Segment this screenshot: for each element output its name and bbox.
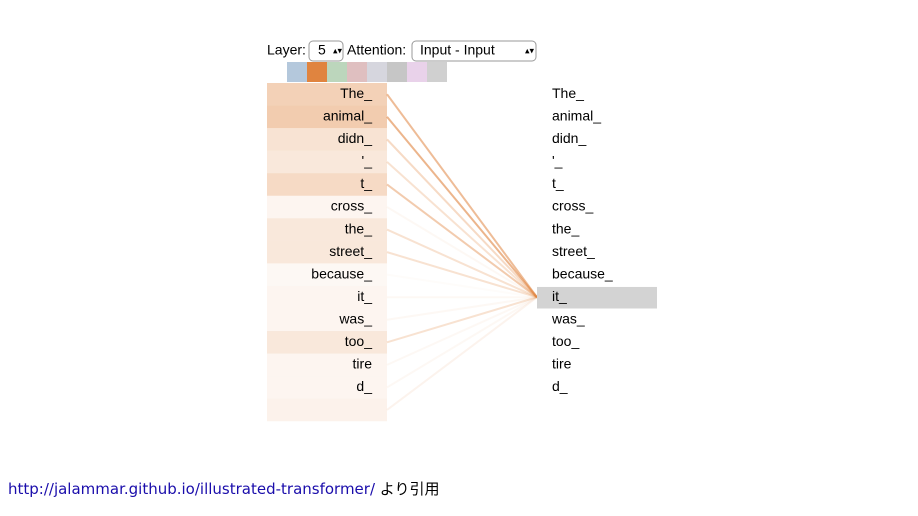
attention-line <box>386 251 538 299</box>
attention-cell <box>267 83 387 106</box>
select-arrow: ▴▾ <box>525 45 535 55</box>
left-token: too_ <box>345 333 372 349</box>
layer-value: 5 <box>318 42 326 58</box>
attention-cell <box>267 353 387 377</box>
attention-line <box>386 138 538 298</box>
head-swatch[interactable] <box>427 62 447 82</box>
attention-cell <box>267 308 387 332</box>
attention-cell <box>267 331 387 354</box>
left-token: it_ <box>357 288 372 304</box>
left-token: the_ <box>345 220 372 236</box>
attention-view: Layer: 5 ▴▾ Attention: Input - Input ▴▾ … <box>267 40 657 422</box>
attention-value: Input - Input <box>420 42 495 58</box>
attention-line <box>386 161 538 298</box>
attention-cell <box>267 376 387 399</box>
right-token[interactable]: the_ <box>552 220 579 236</box>
left-token: was_ <box>338 310 372 326</box>
head-swatch[interactable] <box>407 62 427 82</box>
left-token: animal_ <box>323 108 372 124</box>
attention-line <box>386 183 538 299</box>
right-token[interactable]: was_ <box>551 310 585 326</box>
footer: http://jalammar.github.io/illustrated-tr… <box>8 478 440 499</box>
head-swatch[interactable] <box>367 62 387 82</box>
left-token: t_ <box>360 175 372 191</box>
right-token[interactable]: it_ <box>552 288 567 304</box>
right-token[interactable]: '_ <box>552 153 563 169</box>
left-token: '_ <box>362 153 373 169</box>
right-token[interactable]: The_ <box>552 85 584 101</box>
attention-cell <box>267 195 387 219</box>
layer-label: Layer: <box>267 42 306 58</box>
left-token: street_ <box>329 243 372 259</box>
select-arrow: ▴▾ <box>333 45 343 55</box>
selected-token-bg <box>537 286 657 309</box>
right-token[interactable]: too_ <box>552 333 579 349</box>
right-token[interactable]: tire <box>552 356 572 372</box>
left-token: cross_ <box>331 198 372 214</box>
attention-cell <box>267 240 387 264</box>
head-swatch[interactable] <box>287 62 307 82</box>
attention-cell <box>267 150 387 174</box>
left-token: didn_ <box>338 130 372 146</box>
attention-line <box>386 116 538 298</box>
right-token[interactable]: street_ <box>552 243 595 259</box>
attention-cell <box>267 263 387 286</box>
attention-line <box>386 296 538 389</box>
right-token[interactable]: didn_ <box>552 130 586 146</box>
attention-line <box>386 93 538 298</box>
attention-line <box>386 296 538 321</box>
head-swatch[interactable] <box>387 62 407 82</box>
attention-line <box>386 296 538 366</box>
left-token: because_ <box>311 265 372 281</box>
right-token[interactable]: animal_ <box>552 108 601 124</box>
attention-line <box>386 296 538 344</box>
source-note: より引用 <box>379 480 440 498</box>
attention-cell <box>267 105 387 129</box>
attention-cell <box>267 173 387 196</box>
attention-label: Attention: <box>347 42 406 58</box>
right-token[interactable]: d_ <box>552 378 568 394</box>
attention-select[interactable] <box>411 40 537 62</box>
layer-select[interactable] <box>308 40 344 62</box>
attention-cell <box>267 218 387 241</box>
attention-line <box>386 296 538 411</box>
left-token: The_ <box>340 85 372 101</box>
left-token: tire <box>353 356 373 372</box>
head-swatch[interactable] <box>327 62 347 82</box>
right-token[interactable]: because_ <box>552 265 613 281</box>
head-swatch[interactable] <box>347 62 367 82</box>
attention-cell <box>267 398 387 422</box>
source-link[interactable]: http://jalammar.github.io/illustrated-tr… <box>8 480 376 498</box>
right-token[interactable]: cross_ <box>552 198 593 214</box>
head-swatch[interactable] <box>307 62 327 82</box>
attention-line <box>386 228 538 299</box>
attention-cell <box>267 128 387 151</box>
right-token[interactable]: t_ <box>552 175 564 191</box>
left-token: d_ <box>356 378 372 394</box>
attention-line <box>386 206 538 299</box>
attention-cell <box>267 285 387 309</box>
